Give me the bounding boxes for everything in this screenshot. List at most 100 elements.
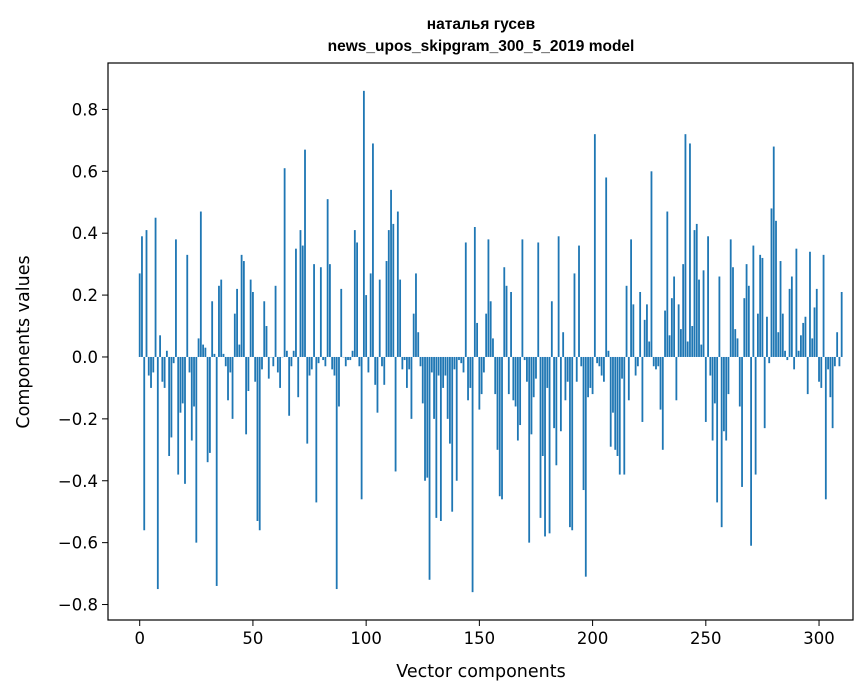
bar	[686, 341, 689, 357]
x-axis-label: Vector components	[396, 662, 565, 682]
bar	[208, 356, 211, 453]
bar	[634, 356, 637, 376]
y-tick-label: −0.8	[58, 596, 98, 615]
bar	[362, 90, 365, 357]
bar	[557, 236, 560, 357]
bar	[424, 356, 426, 481]
bar	[562, 332, 565, 357]
bar	[768, 356, 771, 364]
bar	[612, 356, 614, 413]
bar	[632, 304, 635, 357]
bar	[240, 254, 243, 357]
bar	[584, 356, 587, 577]
bar	[623, 356, 626, 475]
bar	[181, 356, 184, 404]
bar	[202, 344, 205, 357]
bar	[374, 356, 377, 385]
bar	[743, 298, 746, 357]
bar	[698, 279, 700, 357]
bar	[741, 356, 743, 487]
bar	[813, 307, 816, 357]
bar	[469, 356, 472, 388]
bar	[528, 356, 531, 543]
bar	[313, 264, 315, 357]
y-tick-label: 0.0	[72, 348, 98, 367]
plot-frame	[107, 62, 854, 621]
bar	[806, 356, 809, 395]
bar	[163, 356, 166, 388]
bar	[535, 356, 537, 379]
bar	[482, 356, 485, 373]
bar	[680, 329, 682, 357]
bar	[666, 211, 669, 357]
bar	[521, 239, 524, 357]
bar	[299, 230, 302, 357]
bar	[218, 285, 220, 357]
bar	[272, 356, 275, 367]
bar	[573, 273, 576, 357]
bar	[759, 254, 762, 357]
bar	[446, 356, 449, 419]
x-axis-ticks: 0 50 100 150 200 250 300	[134, 620, 835, 648]
bar	[827, 356, 829, 370]
bar	[390, 189, 392, 357]
bar	[675, 356, 678, 401]
bar	[605, 177, 608, 357]
bar	[412, 313, 415, 357]
bar	[215, 356, 218, 586]
bar	[333, 356, 336, 376]
bar	[331, 356, 334, 370]
bar	[485, 313, 488, 357]
bar	[711, 356, 714, 441]
bar	[476, 322, 479, 357]
bar	[421, 356, 424, 404]
bar	[625, 285, 628, 357]
bar	[732, 267, 734, 357]
bar	[279, 356, 281, 388]
y-tick-label: 0.2	[72, 286, 98, 305]
bar	[138, 273, 141, 357]
bar	[464, 242, 467, 357]
y-tick-label: 0.6	[72, 162, 98, 181]
bar	[824, 356, 827, 500]
bar	[150, 356, 152, 388]
bar	[460, 356, 463, 364]
bar	[233, 313, 236, 357]
bar	[790, 276, 793, 357]
bar	[770, 208, 773, 357]
chart-title-line1: наталья гусев	[427, 16, 535, 33]
bar	[621, 356, 623, 379]
bar	[519, 356, 522, 426]
bar	[820, 356, 823, 388]
bar	[704, 356, 707, 422]
bar	[596, 356, 599, 364]
bar	[747, 285, 750, 357]
bar	[184, 356, 186, 484]
bar	[220, 279, 223, 357]
bar	[252, 291, 254, 357]
bar	[738, 356, 741, 407]
bar	[720, 356, 723, 528]
bar	[317, 356, 320, 364]
bar	[444, 356, 447, 376]
bar	[530, 356, 533, 435]
bar	[526, 356, 528, 382]
bar	[154, 217, 157, 357]
bar	[641, 356, 644, 422]
bar	[349, 356, 352, 361]
bar	[399, 279, 402, 357]
bar	[338, 356, 340, 407]
bar	[661, 356, 664, 450]
bar	[763, 356, 766, 429]
bar	[161, 356, 164, 382]
bar	[381, 356, 383, 367]
bar	[718, 276, 721, 357]
bar	[471, 356, 474, 593]
bar	[392, 223, 395, 357]
bar	[199, 211, 202, 357]
bar	[643, 319, 646, 357]
bar	[709, 356, 712, 376]
bar	[684, 134, 687, 357]
bar	[274, 285, 277, 357]
bar	[306, 356, 309, 444]
